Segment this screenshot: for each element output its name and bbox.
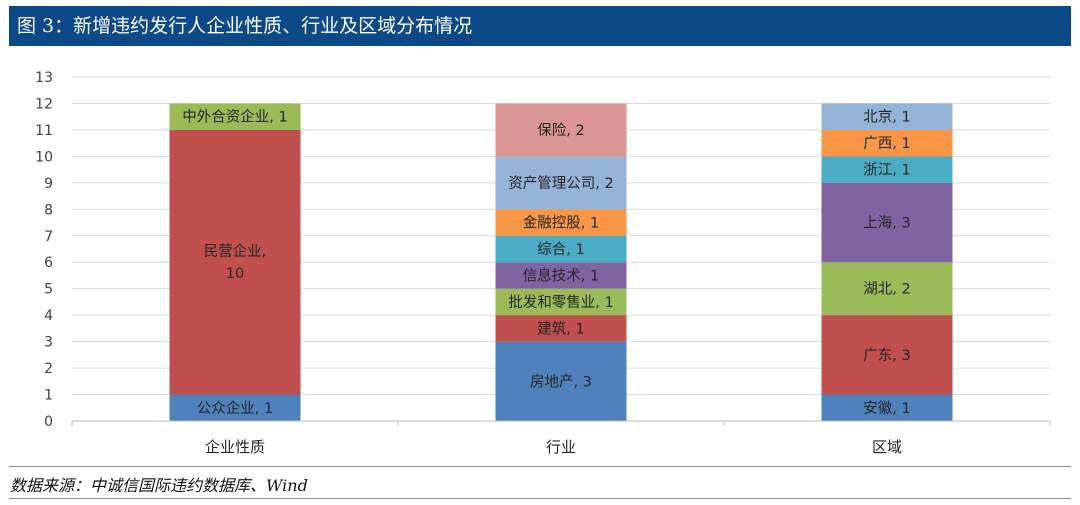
data-label: 浙江, 1 <box>863 162 910 179</box>
bar-segment <box>495 341 627 421</box>
data-label: 综合, 1 <box>537 241 584 258</box>
bar-segment <box>821 129 953 157</box>
x-category-label: 区域 <box>872 438 902 456</box>
bar-segment <box>821 182 953 263</box>
source-note: 数据来源：中诚信国际违约数据库、Wind <box>10 476 308 495</box>
bar-segment <box>495 288 627 316</box>
bar-segment <box>169 129 301 395</box>
bar-segment <box>495 315 627 342</box>
data-label: 信息技术, 1 <box>523 267 599 284</box>
bar-segment <box>495 156 627 210</box>
y-tick-label: 12 <box>35 96 53 112</box>
source-rule-bottom <box>9 498 1071 499</box>
y-tick-label: 13 <box>35 70 53 86</box>
data-label: 房地产, 3 <box>530 373 592 390</box>
y-tick-label: 7 <box>44 229 53 245</box>
data-label: 中外合资企业, 1 <box>182 108 287 126</box>
data-label: 广西, 1 <box>863 135 910 152</box>
bar-segment <box>821 156 953 183</box>
y-tick-label: 9 <box>44 176 53 192</box>
data-label: 批发和零售业, 1 <box>508 294 613 311</box>
data-label: 北京, 1 <box>863 109 910 126</box>
data-label: 金融控股, 1 <box>523 215 599 232</box>
data-label: 10 <box>226 266 244 282</box>
bar-segment <box>495 103 627 157</box>
y-tick-label: 1 <box>44 388 53 404</box>
bar-segment <box>169 103 301 130</box>
labels-layer: 公众企业, 1 民营企业, 10 中外合资企业, 1 房地产, 3 建筑, 1 批发和零售业… <box>182 108 910 417</box>
y-tick-label: 2 <box>44 361 53 377</box>
x-category-label: 行业 <box>546 438 576 456</box>
data-label: 建筑, 1 <box>537 320 584 337</box>
bars-layer <box>169 103 953 421</box>
source-rule-top <box>9 466 1071 467</box>
bar-segment <box>821 315 953 395</box>
y-tick-label: 8 <box>44 202 53 218</box>
bar-segment <box>821 394 953 421</box>
data-label: 上海, 3 <box>863 215 910 232</box>
x-category-label: 企业性质 <box>205 438 265 456</box>
figure-title: 图 3：新增违约发行人企业性质、行业及区域分布情况 <box>9 6 1071 46</box>
y-tick-label: 3 <box>44 335 53 351</box>
data-label: 民营企业, <box>204 242 267 260</box>
data-label: 广东, 3 <box>863 347 910 364</box>
bar-segment <box>169 394 301 421</box>
data-label: 湖北, 2 <box>863 281 910 298</box>
bar-segment <box>495 262 627 289</box>
y-tick-label: 6 <box>44 255 53 271</box>
bar-segment <box>495 209 627 236</box>
bar-segment <box>821 262 953 316</box>
data-label: 保险, 2 <box>537 122 584 139</box>
y-tick-label: 4 <box>44 308 53 324</box>
data-label: 安徽, 1 <box>863 400 910 417</box>
y-tick-label: 0 <box>44 414 53 430</box>
bar-segment <box>495 235 627 263</box>
bar-segment <box>821 103 953 130</box>
data-label: 公众企业, 1 <box>197 399 273 417</box>
data-label: 资产管理公司, 2 <box>508 175 613 192</box>
y-tick-label: 11 <box>35 123 53 139</box>
y-tick-label: 5 <box>44 282 53 298</box>
y-tick-label: 10 <box>35 149 53 165</box>
